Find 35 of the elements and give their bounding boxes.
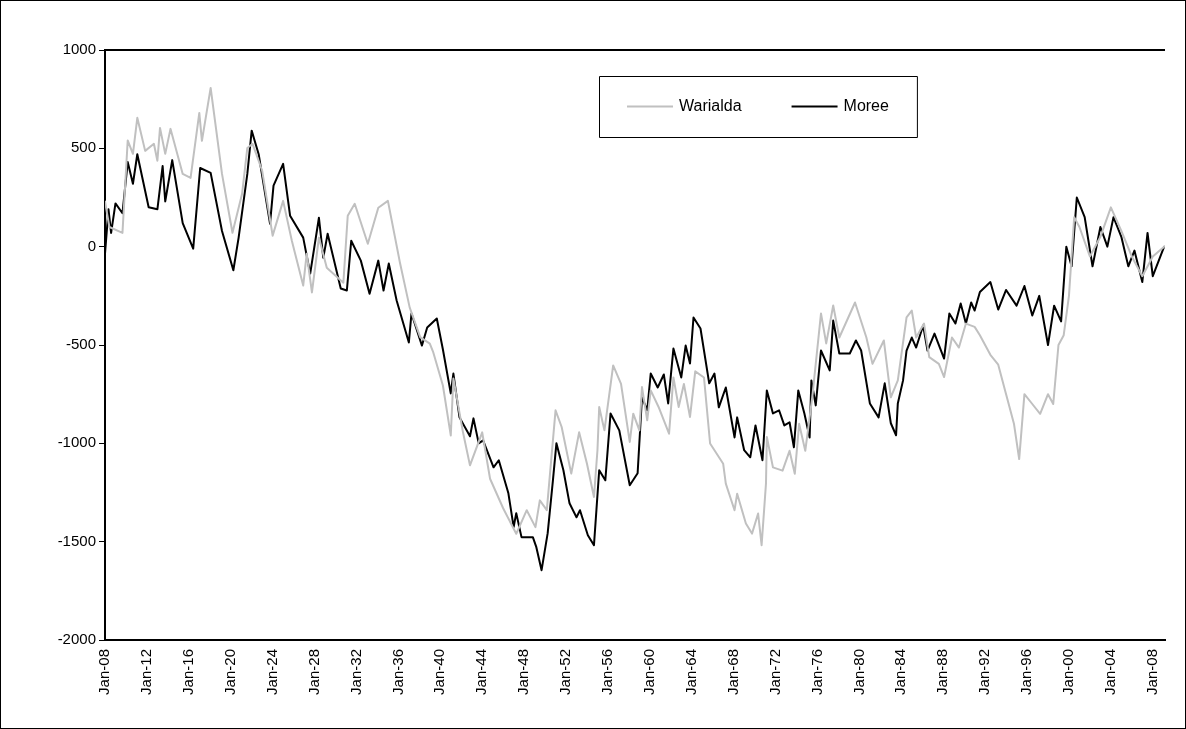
x-tick-label: Jan-64	[681, 649, 699, 695]
legend-label: Warialda	[679, 96, 742, 114]
x-tick-label: Jan-68	[723, 649, 741, 695]
y-tick-label: -1500	[57, 531, 96, 549]
x-tick-label: Jan-52	[556, 649, 574, 695]
y-tick-label: -2000	[57, 630, 96, 648]
x-tick-label: Jan-88	[933, 649, 951, 695]
x-tick-label: Jan-08	[95, 649, 113, 695]
x-tick-label: Jan-48	[514, 649, 532, 695]
y-tick-label: -500	[65, 335, 96, 353]
x-tick-label: Jan-84	[891, 649, 909, 695]
x-tick-label: Jan-00	[1059, 649, 1077, 695]
x-tick-label: Jan-76	[807, 649, 825, 695]
x-tick-label: Jan-12	[137, 649, 155, 695]
y-tick-label: 500	[70, 138, 96, 156]
x-tick-label: Jan-16	[178, 649, 196, 695]
x-tick-label: Jan-44	[472, 649, 490, 695]
x-tick-label: Jan-40	[430, 649, 448, 695]
x-tick-label: Jan-24	[262, 649, 280, 695]
x-tick-label: Jan-56	[598, 649, 616, 695]
legend-label: Moree	[843, 96, 890, 114]
x-tick-label: Jan-72	[765, 649, 783, 695]
x-tick-label: Jan-04	[1101, 649, 1119, 695]
x-tick-label: Jan-60	[639, 649, 657, 695]
x-tick-label: Jan-08	[1142, 649, 1160, 695]
x-tick-label: Jan-28	[304, 649, 322, 695]
x-tick-label: Jan-20	[220, 649, 238, 695]
x-tick-label: Jan-92	[975, 649, 993, 695]
y-tick-label: -1000	[57, 433, 96, 451]
y-tick-label: 1000	[62, 40, 96, 58]
x-tick-label: Jan-80	[849, 649, 867, 695]
x-tick-label: Jan-36	[388, 649, 406, 695]
x-tick-label: Jan-96	[1017, 649, 1035, 695]
y-tick-label: 0	[87, 236, 96, 254]
x-tick-label: Jan-32	[346, 649, 364, 695]
